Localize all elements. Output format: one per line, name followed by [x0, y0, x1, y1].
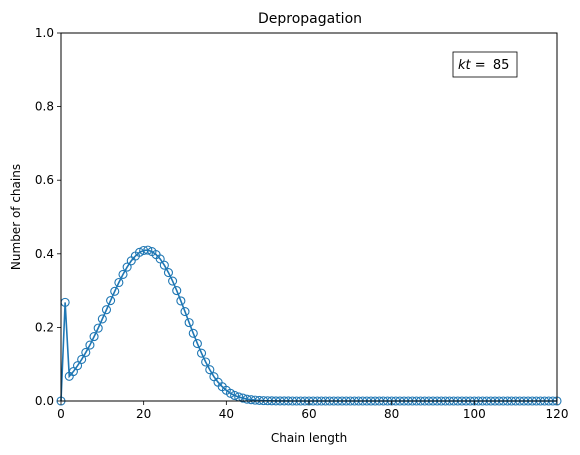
- x-tick-label: 80: [384, 407, 399, 421]
- data-point: [230, 390, 240, 401]
- y-tick-label: 0.8: [35, 100, 54, 114]
- data-point: [118, 269, 128, 279]
- data-point: [201, 357, 211, 367]
- x-tick-label: 100: [463, 407, 486, 421]
- annotation-eq: =: [471, 58, 490, 73]
- y-tick-label: 0.0: [35, 394, 54, 408]
- data-point: [101, 305, 112, 315]
- data-point: [114, 277, 124, 288]
- data-point: [85, 340, 95, 350]
- series-line: [60, 249, 557, 402]
- plot-area: [56, 32, 562, 406]
- data-point: [184, 318, 194, 328]
- chart-title: Depropagation: [258, 11, 362, 27]
- data-point: [93, 323, 103, 333]
- annotation-text: kt = 85: [458, 58, 509, 73]
- annotation-box: kt = 85: [452, 51, 518, 78]
- annotation-value: 85: [493, 58, 510, 73]
- data-point: [196, 348, 207, 358]
- data-point: [81, 347, 91, 357]
- x-axis-label: Chain length: [271, 431, 347, 445]
- data-point: [97, 314, 107, 324]
- data-point: [110, 286, 120, 296]
- data-point: [106, 295, 116, 306]
- data-point: [72, 361, 83, 371]
- x-tick-label: 60: [301, 407, 316, 421]
- y-tick-label: 0.6: [35, 173, 54, 187]
- data-point: [155, 254, 165, 264]
- plot-frame: [60, 32, 558, 402]
- data-point: [192, 339, 202, 349]
- data-point: [176, 296, 186, 306]
- data-point: [143, 245, 153, 255]
- x-tick-label: 40: [219, 407, 234, 421]
- x-axis: 0 20 40 60 80 100 120: [57, 401, 568, 421]
- annotation-var: kt: [458, 58, 472, 73]
- y-axis-label: Number of chains: [9, 164, 23, 270]
- data-point: [159, 260, 169, 270]
- data-point: [89, 332, 99, 342]
- data-point: [238, 393, 248, 403]
- data-point: [172, 286, 182, 296]
- data-point: [77, 354, 87, 364]
- y-tick-label: 0.2: [35, 320, 54, 334]
- data-point: [163, 268, 174, 278]
- x-tick-label: 0: [57, 407, 65, 421]
- y-tick-label: 1.0: [35, 26, 54, 40]
- data-point: [134, 247, 145, 257]
- data-point: [168, 276, 178, 286]
- data-point: [122, 262, 132, 272]
- data-point: [180, 307, 190, 317]
- data-point: [188, 328, 198, 338]
- y-axis: 0.0 0.2 0.4 0.6 0.8 1.0: [35, 26, 61, 408]
- data-point: [205, 365, 215, 375]
- x-tick-label: 120: [546, 407, 569, 421]
- y-tick-label: 0.4: [35, 247, 54, 261]
- x-tick-label: 20: [136, 407, 151, 421]
